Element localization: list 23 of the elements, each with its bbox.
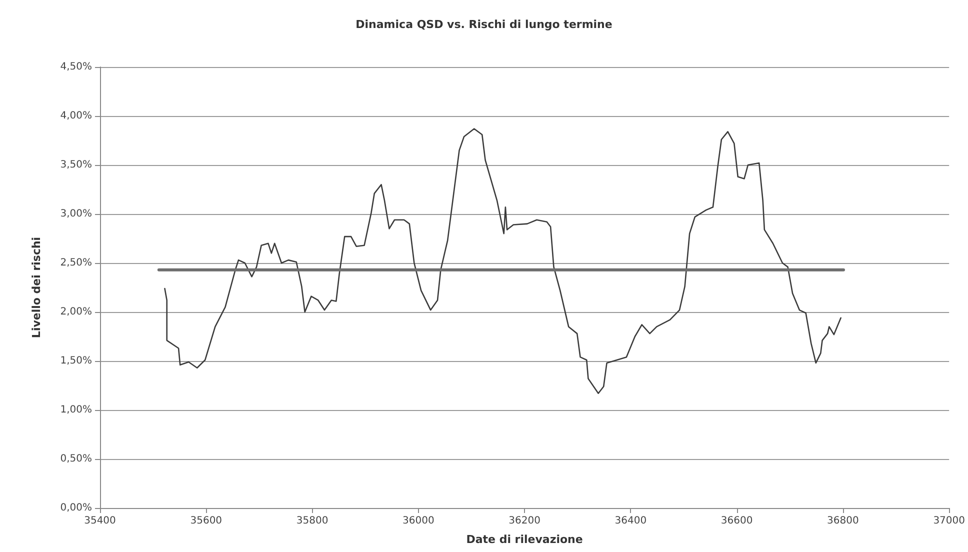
x-tick-label: 36600 [720, 516, 753, 526]
y-tick-label: 2,00% [60, 306, 92, 318]
y-tick-label: 3,50% [60, 160, 92, 170]
y-tick-label: 1,50% [60, 356, 92, 366]
x-tick-label: 36200 [508, 516, 540, 526]
y-tick-label: 4,00% [60, 110, 92, 122]
y-tick-label: 4,50% [60, 62, 92, 72]
x-axis-title: Date di rilevazione [466, 533, 583, 546]
x-tick-label: 36800 [827, 516, 859, 526]
x-tick-label: 36400 [614, 516, 647, 526]
x-tick-label: 35600 [190, 516, 222, 526]
x-tick-label: 35800 [296, 516, 328, 526]
x-tick-label: 35400 [84, 516, 116, 526]
y-axis-title: Livello dei rischi [30, 236, 43, 338]
line-series [164, 128, 842, 394]
y-tick-label: 0,00% [60, 502, 92, 514]
y-tick-label: 0,50% [60, 454, 92, 464]
x-tick-label: 36000 [402, 516, 434, 526]
y-tick-label: 3,00% [60, 208, 92, 220]
x-tick-label: 37000 [933, 516, 965, 526]
y-tick-label: 1,00% [60, 404, 92, 416]
chart-title: Dinamica QSD vs. Rischi di lungo termine [356, 18, 612, 31]
y-tick-label: 2,50% [60, 258, 92, 268]
